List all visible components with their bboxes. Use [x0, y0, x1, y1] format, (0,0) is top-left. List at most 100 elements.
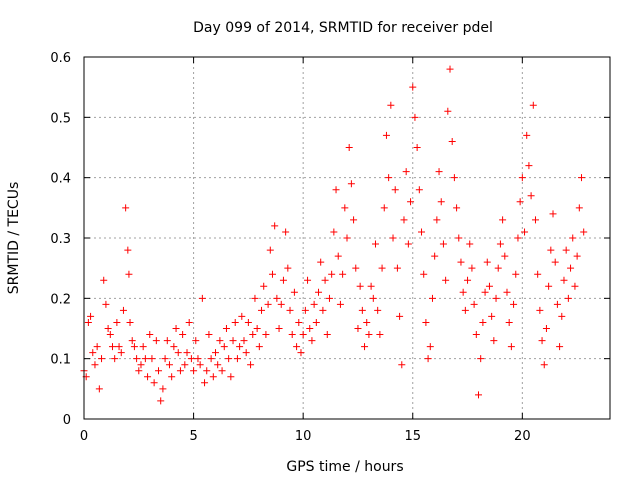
data-point [225, 355, 233, 363]
data-point [442, 276, 450, 284]
data-point [371, 240, 379, 248]
data-point [233, 355, 241, 363]
data-point [220, 343, 228, 351]
data-point [84, 318, 92, 326]
data-point [229, 337, 237, 345]
data-point [411, 113, 419, 121]
data-point [413, 144, 421, 151]
data-point [275, 325, 283, 332]
data-point [279, 276, 287, 284]
data-point [503, 288, 511, 296]
data-point [431, 252, 439, 260]
data-point [510, 300, 518, 308]
chart-title: Day 099 of 2014, SRMTID for receiver pde… [193, 20, 493, 36]
data-point [358, 306, 366, 314]
data-point [536, 306, 544, 314]
data-point [306, 325, 314, 332]
data-point [567, 264, 575, 272]
data-point [580, 228, 588, 236]
data-point [496, 240, 504, 248]
data-point [450, 174, 458, 182]
data-point [266, 246, 274, 254]
data-point [464, 276, 472, 284]
data-point [514, 234, 522, 242]
data-point [161, 355, 169, 363]
data-point [185, 318, 193, 326]
data-point [560, 276, 568, 284]
data-point [207, 355, 215, 363]
data-point [227, 373, 235, 381]
data-point [106, 331, 114, 339]
data-point [172, 325, 180, 332]
data-point [321, 276, 329, 284]
data-point [240, 337, 248, 345]
data-point [525, 162, 533, 170]
data-point [308, 337, 316, 345]
data-point [304, 276, 312, 284]
data-point [144, 373, 152, 381]
data-point [244, 318, 252, 326]
data-point [297, 349, 305, 357]
data-point [475, 391, 482, 399]
data-point [196, 361, 204, 369]
data-point [378, 264, 386, 272]
data-point [365, 331, 373, 339]
data-point [209, 373, 217, 381]
data-point [93, 343, 101, 351]
data-point [139, 343, 147, 351]
data-point [205, 331, 213, 339]
data-point [113, 318, 121, 326]
data-point [461, 306, 469, 314]
data-point [455, 234, 463, 242]
data-point [339, 270, 347, 278]
data-point [198, 294, 206, 302]
data-point [236, 343, 244, 351]
data-point [435, 168, 443, 176]
data-point [126, 318, 134, 326]
data-point [547, 246, 555, 254]
data-point [146, 331, 154, 339]
data-point [312, 318, 320, 326]
data-point [128, 337, 136, 345]
data-point [284, 264, 292, 272]
y-tick-label: 0.1 [50, 353, 71, 368]
data-point [181, 361, 189, 369]
data-point [492, 294, 500, 302]
data-point [310, 300, 318, 308]
data-point [389, 234, 397, 242]
data-point [382, 131, 390, 139]
data-point [277, 300, 285, 308]
y-tick-label: 0.3 [50, 232, 71, 247]
data-point [295, 318, 303, 326]
data-point [485, 282, 493, 290]
data-point [201, 379, 209, 387]
data-point [470, 300, 478, 308]
data-point [534, 270, 542, 278]
data-point [111, 355, 119, 363]
data-point [117, 349, 125, 357]
data-point [108, 343, 116, 351]
data-point [569, 234, 577, 242]
data-point [367, 282, 375, 290]
data-point [255, 343, 263, 351]
data-point [301, 306, 309, 314]
y-tick-label: 0.5 [50, 111, 71, 126]
y-axis-label: SRMTID / TECUs [6, 182, 22, 295]
data-point [323, 331, 331, 339]
data-point [315, 288, 323, 296]
x-tick-label: 5 [189, 429, 197, 444]
data-point [104, 325, 112, 332]
x-tick-label: 0 [80, 429, 88, 444]
data-point [415, 186, 423, 194]
data-point [98, 355, 106, 363]
data-point [393, 264, 401, 272]
data-point [385, 174, 393, 182]
data-point [345, 144, 353, 151]
data-point [176, 367, 184, 375]
data-point [343, 234, 351, 242]
data-point [194, 355, 202, 363]
data-point [282, 228, 290, 236]
y-tick-label: 0 [63, 413, 71, 428]
data-point [214, 361, 222, 369]
data-point [352, 264, 360, 272]
